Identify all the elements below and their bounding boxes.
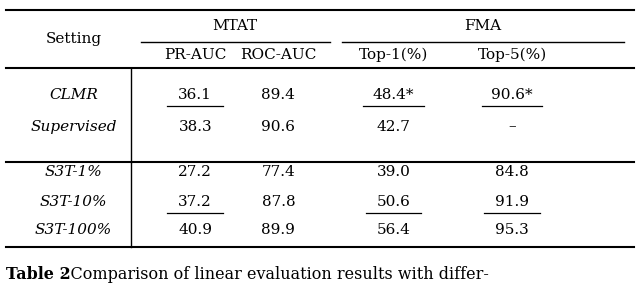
Text: –: – <box>508 120 516 134</box>
Text: S3T-10%: S3T-10% <box>40 195 108 209</box>
Text: FMA: FMA <box>465 19 502 33</box>
Text: S3T-1%: S3T-1% <box>45 165 102 179</box>
Text: 84.8: 84.8 <box>495 165 529 179</box>
Text: 90.6*: 90.6* <box>491 88 533 102</box>
Text: : Comparison of linear evaluation results with differ-: : Comparison of linear evaluation result… <box>60 267 488 283</box>
Text: 48.4*: 48.4* <box>373 88 414 102</box>
Text: 50.6: 50.6 <box>377 195 410 209</box>
Text: 89.4: 89.4 <box>262 88 295 102</box>
Text: 77.4: 77.4 <box>262 165 295 179</box>
Text: 40.9: 40.9 <box>178 223 212 237</box>
Text: ROC-AUC: ROC-AUC <box>240 48 317 62</box>
Text: 56.4: 56.4 <box>377 223 410 237</box>
Text: 87.8: 87.8 <box>262 195 295 209</box>
Text: CLMR: CLMR <box>49 88 98 102</box>
Text: Top-5(%): Top-5(%) <box>477 48 547 63</box>
Text: 89.9: 89.9 <box>262 223 295 237</box>
Text: 36.1: 36.1 <box>179 88 212 102</box>
Text: 90.6: 90.6 <box>261 120 296 134</box>
Text: Table 2: Table 2 <box>6 267 71 283</box>
Text: Top-1(%): Top-1(%) <box>359 48 428 63</box>
Text: 95.3: 95.3 <box>495 223 529 237</box>
Text: S3T-100%: S3T-100% <box>35 223 112 237</box>
Text: 39.0: 39.0 <box>377 165 410 179</box>
Text: Setting: Setting <box>45 32 102 46</box>
Text: 38.3: 38.3 <box>179 120 212 134</box>
Text: 27.2: 27.2 <box>179 165 212 179</box>
Text: PR-AUC: PR-AUC <box>164 48 227 62</box>
Text: 91.9: 91.9 <box>495 195 529 209</box>
Text: 37.2: 37.2 <box>179 195 212 209</box>
Text: Supervised: Supervised <box>30 120 117 134</box>
Text: 42.7: 42.7 <box>377 120 410 134</box>
Text: MTAT: MTAT <box>212 19 258 33</box>
